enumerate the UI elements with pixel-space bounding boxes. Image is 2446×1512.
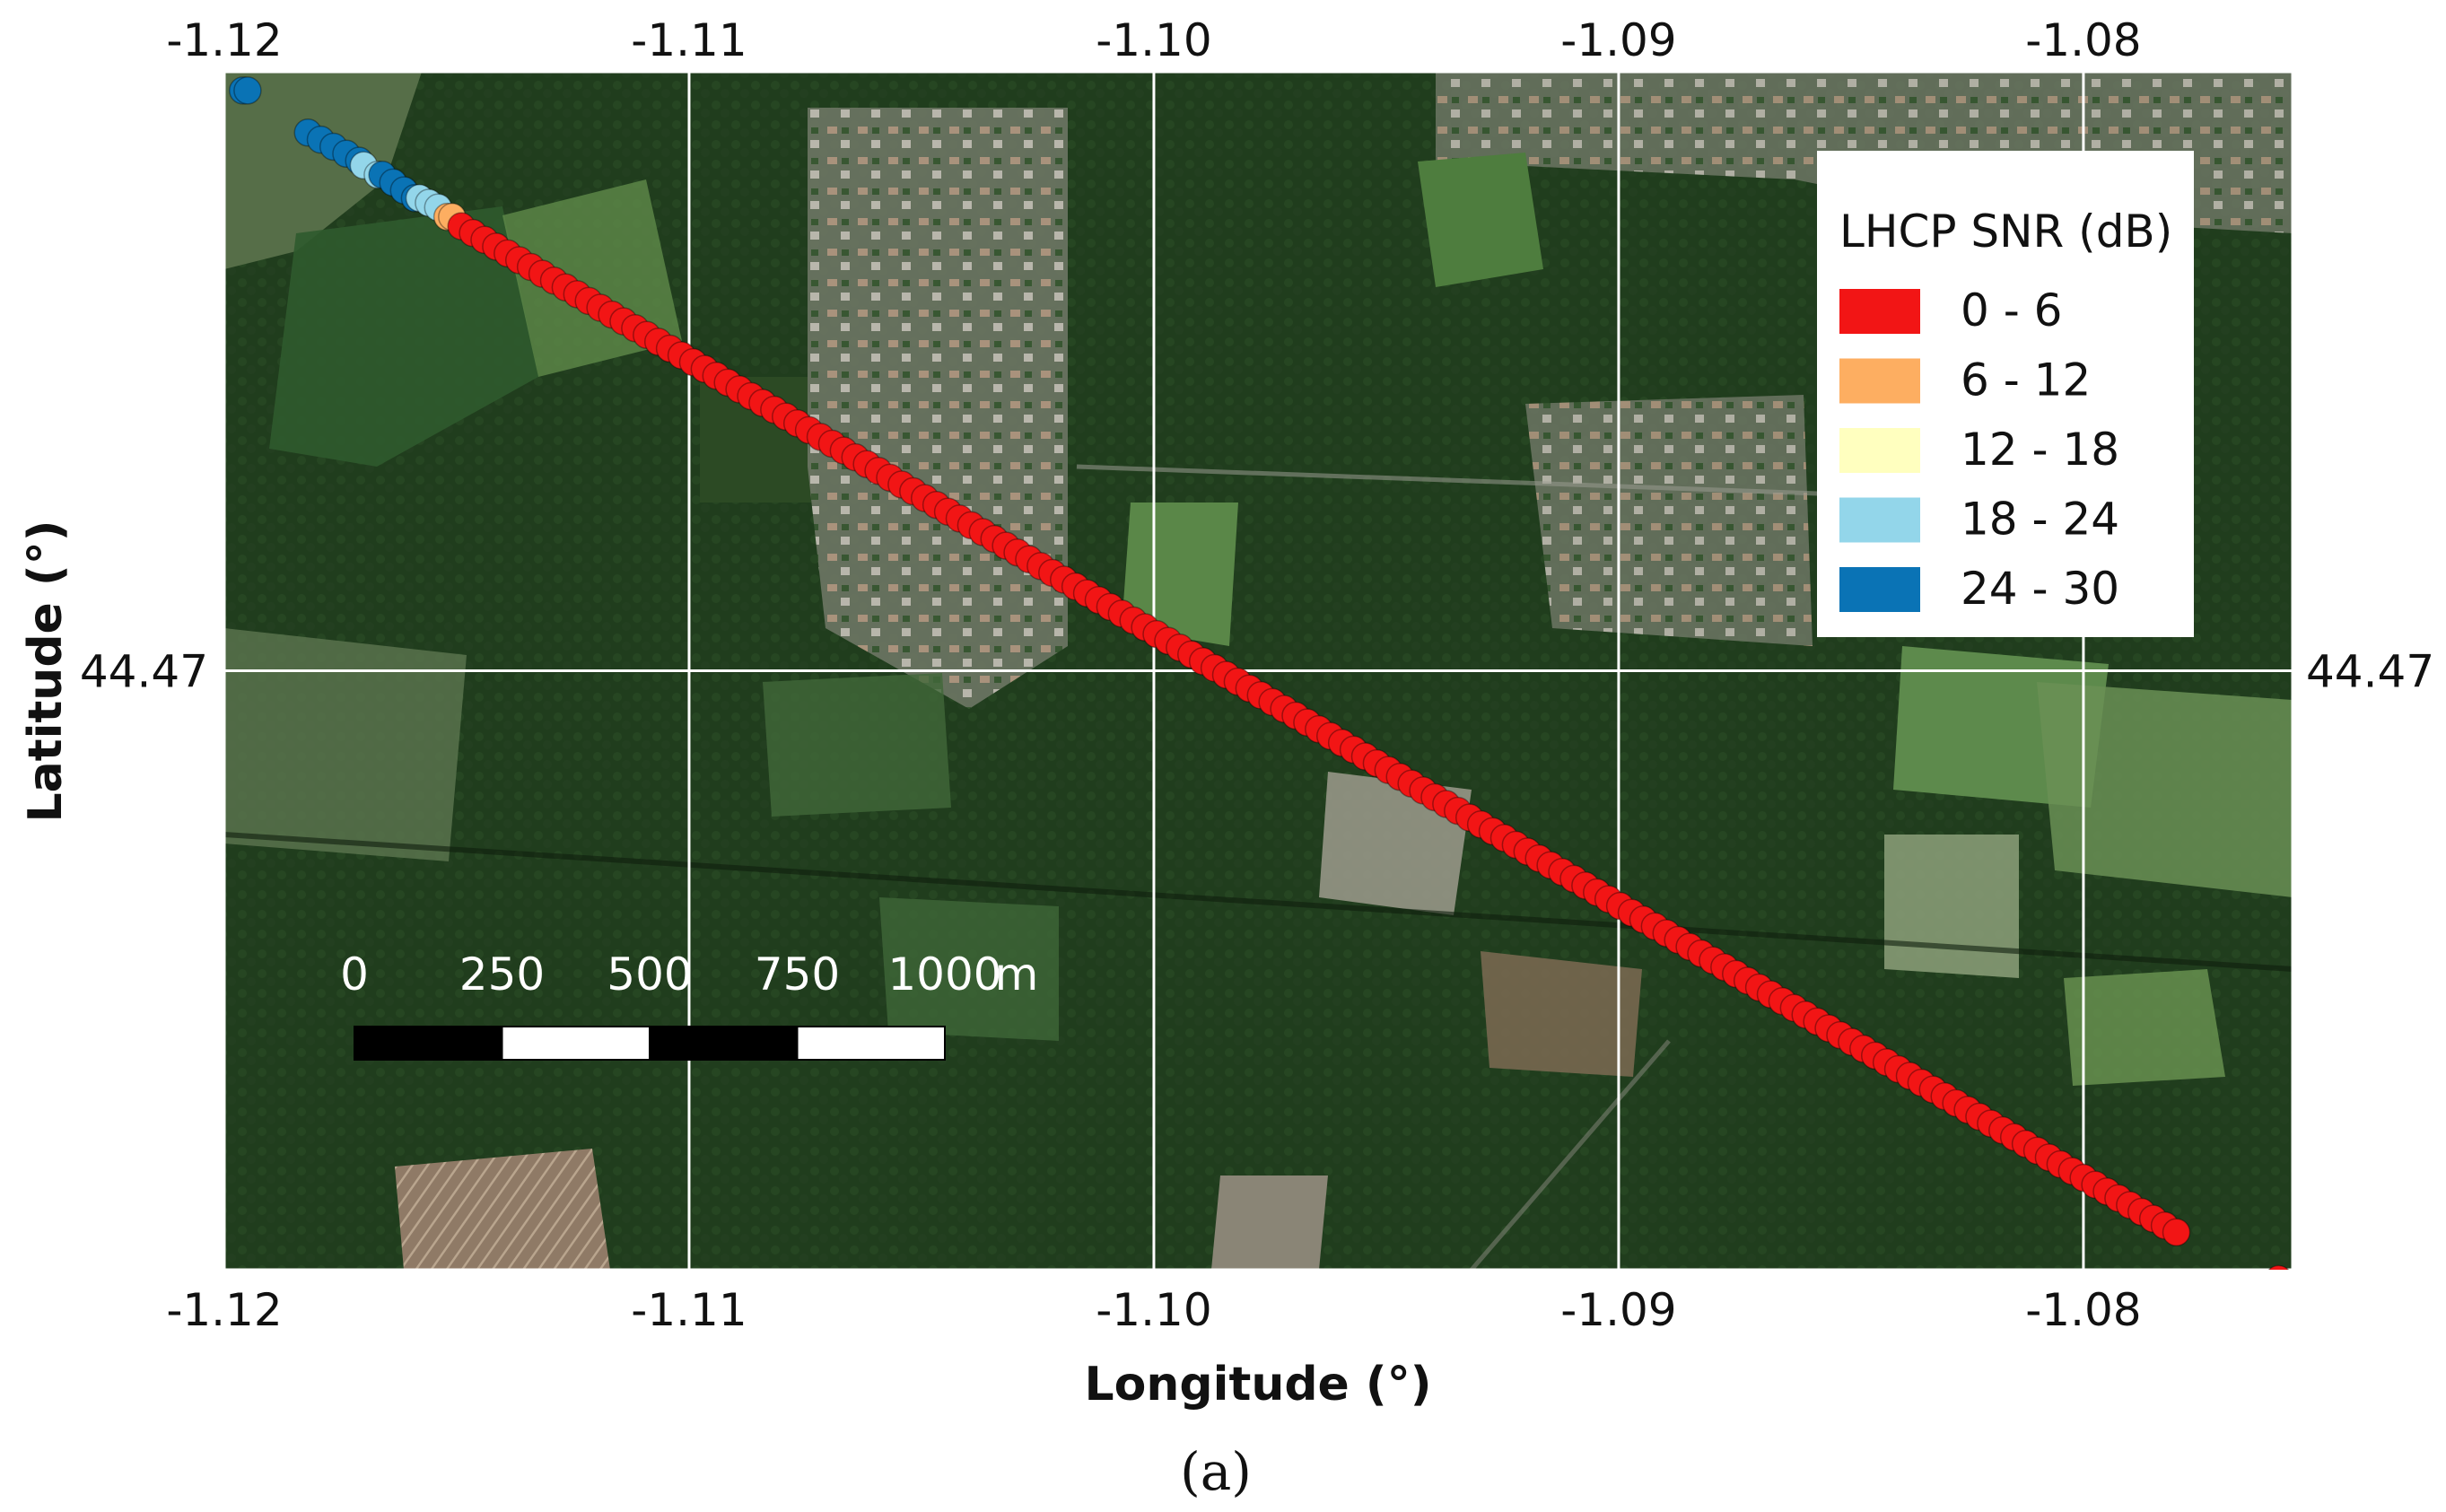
legend-title: LHCP SNR (dB) [1839,205,2172,258]
scale-bar-label-1: 250 [459,948,545,1001]
scale-bar-unit: m [995,948,1039,1001]
x-axis-title: Longitude (°) [1085,1358,1432,1411]
y-tick-labels-right: 44.47 [2306,646,2434,698]
legend-swatch-3 [1839,497,1920,543]
legend-label-2: 12 - 18 [1961,424,2119,476]
x-tick-label-bottom-3: -1.09 [1560,1284,1676,1336]
x-tick-label-top-0: -1.12 [166,14,282,66]
x-tick-label-top-1: -1.11 [631,14,747,66]
snr-legend: LHCP SNR (dB) 0 - 6 6 - 12 12 - 18 18 - 24 2… [1817,151,2194,637]
scale-bar-label-0: 0 [340,948,369,1001]
scale-bar-label-4: 1000 [887,948,1001,1001]
x-tick-labels-bottom: -1.12 -1.11 -1.10 -1.09 -1.08 [166,1284,2141,1336]
scale-bar-label-2: 500 [607,948,692,1001]
scale-bar-label-3: 750 [755,948,840,1001]
track-point [2267,1264,2290,1270]
scale-bar-segment-3 [796,1026,946,1061]
x-tick-labels-top: -1.12 -1.11 -1.10 -1.09 -1.08 [166,14,2141,66]
x-tick-label-bottom-1: -1.11 [631,1284,747,1336]
track-point [2162,1218,2191,1247]
y-axis-title: Latitude (°) [19,520,73,823]
track-point [2275,1272,2302,1299]
lhcp-snr-track [228,76,2311,1307]
legend-label-4: 24 - 30 [1961,563,2119,615]
x-tick-label-top-4: -1.08 [2025,14,2141,66]
plot-frame [223,70,2294,1272]
track-point [2284,1280,2311,1307]
x-tick-label-top-3: -1.09 [1560,14,1676,66]
x-tick-label-bottom-2: -1.10 [1096,1284,1211,1336]
y-tick-label-right-0: 44.47 [2306,646,2434,698]
legend-label-3: 18 - 24 [1961,494,2119,546]
scale-bar-segment-1 [501,1026,651,1061]
track-point [233,76,262,105]
scale-bar-segment-2 [649,1026,799,1061]
scale-bar-segment-0 [354,1026,503,1061]
x-tick-label-top-2: -1.10 [1096,14,1211,66]
legend-swatch-2 [1839,428,1920,473]
y-tick-labels-left: 44.47 [80,646,208,698]
legend-label-0: 0 - 6 [1961,284,2062,336]
x-tick-label-bottom-0: -1.12 [166,1284,282,1336]
legend-entries: 0 - 6 6 - 12 12 - 18 18 - 24 24 - 30 [1839,284,2119,615]
legend-swatch-1 [1839,358,1920,404]
y-tick-label-left-0: 44.47 [80,646,208,698]
legend-swatch-4 [1839,567,1920,612]
figure-caption: (a) [1180,1441,1252,1502]
legend-swatch-0 [1839,289,1920,334]
legend-label-1: 6 - 12 [1961,354,2091,406]
x-tick-label-bottom-4: -1.08 [2025,1284,2141,1336]
